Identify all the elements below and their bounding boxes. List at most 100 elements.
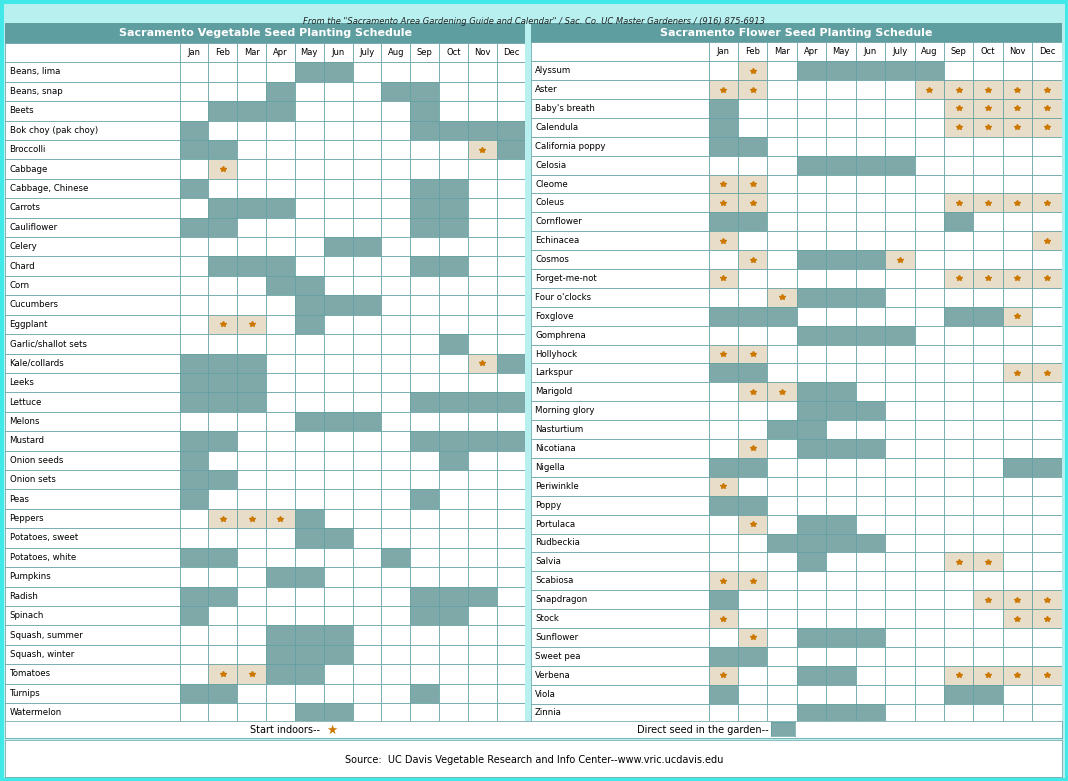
- Bar: [973, 420, 1003, 439]
- Bar: [944, 99, 973, 118]
- Bar: [381, 82, 410, 101]
- Bar: [237, 237, 266, 256]
- Bar: [468, 606, 497, 626]
- Bar: [885, 628, 914, 647]
- Bar: [708, 137, 738, 155]
- Text: Nasturtium: Nasturtium: [535, 425, 583, 434]
- Bar: [885, 515, 914, 533]
- Bar: [352, 82, 381, 101]
- Bar: [5, 140, 179, 159]
- Bar: [531, 496, 708, 515]
- Bar: [468, 198, 497, 218]
- Bar: [208, 412, 237, 431]
- Bar: [439, 412, 468, 431]
- Text: Radish: Radish: [10, 592, 38, 601]
- Text: Marigold: Marigold: [535, 387, 572, 396]
- Bar: [381, 179, 410, 198]
- Bar: [5, 626, 179, 645]
- Bar: [708, 383, 738, 401]
- Bar: [497, 451, 525, 470]
- Text: California poppy: California poppy: [535, 141, 606, 151]
- Bar: [708, 326, 738, 344]
- Bar: [827, 231, 855, 250]
- Bar: [208, 664, 237, 683]
- Bar: [531, 155, 708, 175]
- Bar: [237, 683, 266, 703]
- Bar: [208, 159, 237, 179]
- Bar: [410, 237, 439, 256]
- Bar: [5, 412, 179, 431]
- Bar: [179, 431, 208, 451]
- Bar: [5, 645, 179, 664]
- Bar: [738, 42, 768, 61]
- Text: Watermelon: Watermelon: [10, 708, 62, 717]
- Bar: [352, 295, 381, 315]
- Bar: [914, 42, 944, 61]
- Bar: [1003, 175, 1032, 194]
- Text: Carrots: Carrots: [10, 203, 41, 212]
- Bar: [237, 431, 266, 451]
- Bar: [885, 99, 914, 118]
- Bar: [295, 683, 324, 703]
- Bar: [1032, 609, 1062, 628]
- Text: Sacramento Flower Seed Planting Schedule: Sacramento Flower Seed Planting Schedule: [660, 28, 932, 37]
- Bar: [266, 587, 295, 606]
- Bar: [827, 458, 855, 477]
- Bar: [855, 420, 885, 439]
- Bar: [410, 490, 439, 509]
- Bar: [468, 683, 497, 703]
- Bar: [237, 567, 266, 587]
- Bar: [468, 470, 497, 490]
- Bar: [827, 344, 855, 363]
- Bar: [237, 82, 266, 101]
- Bar: [381, 412, 410, 431]
- Bar: [468, 431, 497, 451]
- Bar: [410, 703, 439, 722]
- Bar: [973, 80, 1003, 99]
- Bar: [5, 547, 179, 567]
- Bar: [885, 118, 914, 137]
- Bar: [352, 373, 381, 392]
- Bar: [797, 137, 827, 155]
- Bar: [410, 101, 439, 120]
- Bar: [352, 140, 381, 159]
- Bar: [410, 256, 439, 276]
- Bar: [5, 451, 179, 470]
- Bar: [352, 218, 381, 237]
- Bar: [738, 383, 768, 401]
- Bar: [708, 628, 738, 647]
- Bar: [944, 515, 973, 533]
- Bar: [708, 496, 738, 515]
- Text: Beans, lima: Beans, lima: [10, 67, 60, 77]
- Bar: [768, 269, 797, 288]
- Bar: [708, 685, 738, 704]
- Bar: [531, 704, 708, 722]
- Bar: [352, 334, 381, 354]
- Bar: [914, 269, 944, 288]
- Bar: [827, 533, 855, 552]
- Bar: [885, 194, 914, 212]
- Bar: [208, 606, 237, 626]
- Bar: [914, 326, 944, 344]
- Bar: [179, 547, 208, 567]
- Bar: [439, 431, 468, 451]
- Bar: [1032, 250, 1062, 269]
- Bar: [352, 490, 381, 509]
- Bar: [738, 363, 768, 383]
- Bar: [973, 155, 1003, 175]
- Bar: [768, 401, 797, 420]
- Bar: [797, 42, 827, 61]
- Bar: [885, 80, 914, 99]
- Bar: [973, 137, 1003, 155]
- Bar: [410, 334, 439, 354]
- Bar: [497, 683, 525, 703]
- Bar: [797, 155, 827, 175]
- Bar: [531, 439, 708, 458]
- Text: Beets: Beets: [10, 106, 34, 116]
- Bar: [738, 99, 768, 118]
- Bar: [497, 295, 525, 315]
- Text: Corn: Corn: [10, 281, 30, 290]
- Bar: [827, 307, 855, 326]
- Text: Nigella: Nigella: [535, 463, 565, 472]
- Bar: [768, 533, 797, 552]
